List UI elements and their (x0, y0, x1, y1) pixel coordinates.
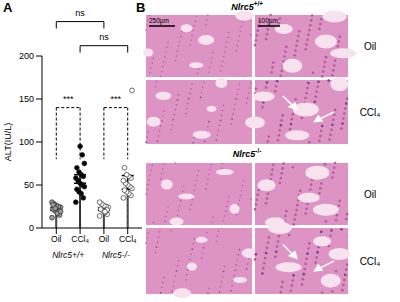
svg-text:200: 200 (19, 51, 34, 61)
svg-text:100µm: 100µm (258, 17, 278, 25)
svg-text:ALT(IU/L): ALT(IU/L) (8, 123, 13, 161)
svg-text:Nlrc5+/+: Nlrc5+/+ (231, 0, 263, 12)
svg-text:150: 150 (19, 94, 34, 104)
svg-text:CCl₄: CCl₄ (360, 107, 381, 118)
svg-text:Oil: Oil (99, 234, 110, 244)
svg-text:B: B (136, 0, 145, 15)
svg-text:Nlrc5+/+: Nlrc5+/+ (52, 250, 84, 260)
svg-text:Nlrc5-/-: Nlrc5-/- (102, 250, 130, 260)
svg-text:CCl₄: CCl₄ (119, 234, 137, 244)
svg-text:***: *** (63, 94, 74, 104)
svg-text:0: 0 (29, 223, 34, 233)
svg-text:50: 50 (24, 180, 34, 190)
svg-text:Oil: Oil (364, 41, 376, 52)
svg-text:Oil: Oil (364, 189, 376, 200)
svg-text:CCl₄: CCl₄ (360, 256, 381, 267)
svg-text:100: 100 (19, 137, 34, 147)
svg-text:250µm: 250µm (149, 17, 169, 25)
svg-text:CCl₄: CCl₄ (71, 234, 89, 244)
html-text:A: A (3, 0, 13, 15)
svg-text:Oil: Oil (51, 234, 62, 244)
svg-text:***: *** (111, 94, 122, 104)
svg-text:ns: ns (99, 32, 109, 42)
svg-text:Nlrc5-/-: Nlrc5-/- (233, 147, 261, 159)
svg-text:ns: ns (75, 8, 85, 18)
